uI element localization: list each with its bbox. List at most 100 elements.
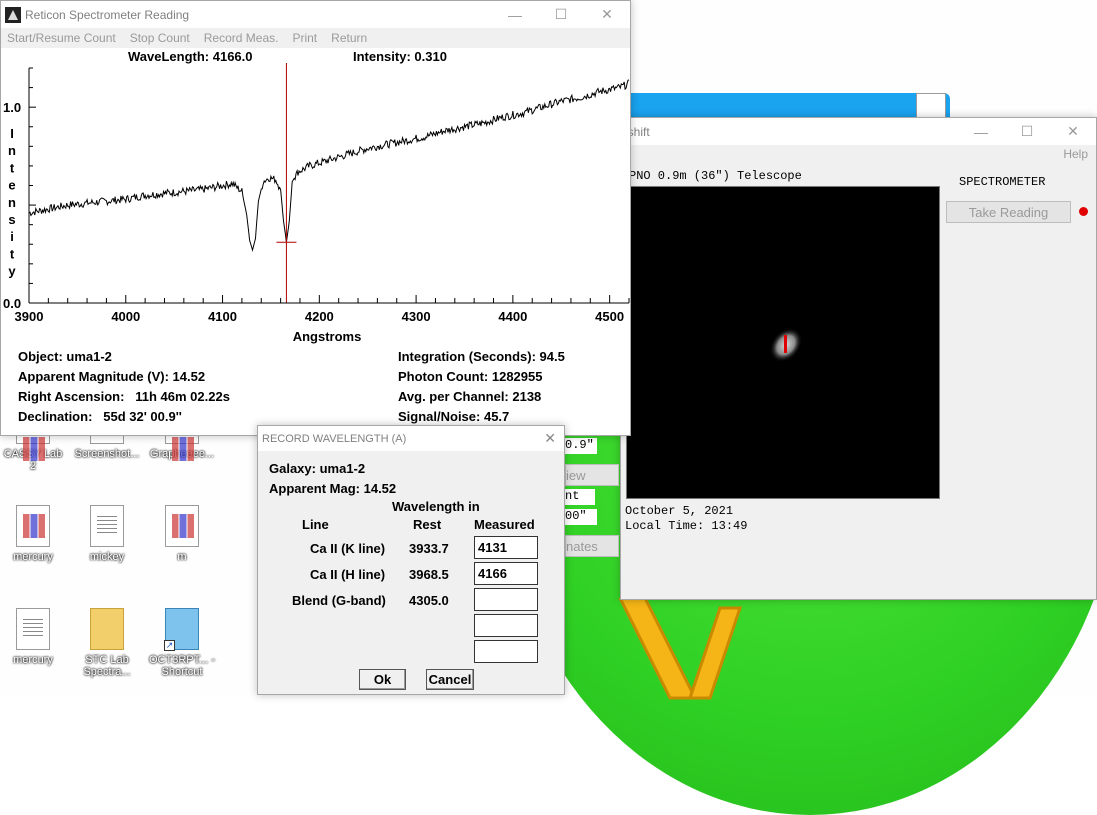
right-ascension-info: Right Ascension: 11h 46m 02.22s	[18, 389, 230, 404]
intensity-readout: Intensity: 0.310	[353, 49, 447, 64]
menu-start-resume-count[interactable]: Start/Resume Count	[7, 31, 116, 45]
take-reading-button[interactable]: Take Reading	[946, 201, 1071, 223]
signal-noise-info: Signal/Noise: 45.7	[398, 409, 510, 424]
measured-input-k-line[interactable]	[474, 536, 538, 559]
maximize-icon[interactable]: ☐	[554, 6, 568, 22]
desktop-icon-label: Screenshot...	[74, 448, 140, 460]
desktop-icon-mickey[interactable]: mickey	[74, 505, 140, 563]
spectrum-chart[interactable]: Intensity 3900 4000 4100 4200 4300 4400 45001.…	[1, 63, 632, 353]
menu-stop-count[interactable]: Stop Count	[129, 31, 190, 45]
y-axis-letter: I	[10, 126, 14, 141]
apparent-mag-label: Apparent Mag: 14.52	[269, 481, 397, 496]
y-axis-label: Intensity	[8, 126, 16, 279]
y-tick-label: 1.0	[3, 100, 21, 115]
row-rest-value: 4305.0	[409, 593, 449, 608]
integration-info: Integration (Seconds): 94.5	[398, 349, 565, 364]
x-tick-label: 4500	[595, 309, 624, 324]
dialog-titlebar[interactable]: RECORD WAVELENGTH (A) ✕	[258, 426, 564, 451]
fragment-nt: nt	[565, 489, 595, 505]
menu-print[interactable]: Print	[292, 31, 318, 45]
measured-input-g-band[interactable]	[474, 588, 538, 611]
y-tick-label: 0.0	[3, 296, 21, 311]
measured-input-h-line[interactable]	[474, 562, 538, 585]
minimize-icon[interactable]: —	[974, 123, 988, 140]
axis-tick-labels: 3900 4000 4100 4200 4300 4400 4500 1.0 0.0	[3, 100, 624, 324]
spectrometer-titlebar[interactable]: Reticon Spectrometer Reading — ☐ ✕	[1, 1, 630, 28]
notepad-icon: ↗	[164, 608, 199, 651]
magnitude-info: Apparent Magnitude (V): 14.52	[18, 369, 206, 384]
menu-record-meas[interactable]: Record Meas.	[203, 31, 279, 45]
galaxy-label: Galaxy: uma1-2	[269, 461, 366, 476]
cancel-button[interactable]: Cancel	[426, 669, 474, 690]
row-line-label: Blend (G-band)	[292, 593, 386, 608]
ok-button[interactable]: Ok	[359, 669, 406, 690]
status-dot	[1079, 207, 1088, 216]
spectrometer-window: Reticon Spectrometer Reading — ☐ ✕ Start…	[0, 0, 631, 436]
folder-icon	[90, 608, 124, 650]
measured-input-extra-1[interactable]	[474, 614, 538, 637]
sky-view[interactable]	[626, 186, 940, 499]
wavelength-header: Wavelength in	[392, 499, 480, 514]
y-axis-letter: y	[8, 264, 16, 279]
x-tick-label: 4000	[111, 309, 140, 324]
shortcut-arrow-icon: ↗	[164, 640, 175, 651]
help-menu[interactable]: Help	[1063, 147, 1088, 161]
measured-header: Measured	[474, 517, 535, 532]
row-rest-value: 3933.7	[409, 541, 449, 556]
y-axis-letter: e	[8, 178, 15, 193]
document-icon	[90, 505, 124, 547]
wavelength-readout: WaveLength: 4166.0	[128, 49, 253, 64]
desktop-icon-m[interactable]: m	[149, 505, 215, 563]
minimize-icon[interactable]: —	[508, 6, 522, 23]
window-title: lshift	[625, 124, 650, 139]
y-axis-letter: n	[8, 143, 16, 158]
spectrometer-label: SPECTROMETER	[959, 175, 1046, 189]
x-axis-title: Angstroms	[293, 329, 362, 344]
app-icon	[165, 505, 199, 547]
spectrometer-menubar: Start/Resume Count Stop Count Record Mea…	[1, 28, 630, 48]
local-time-label: Local Time: 13:49	[625, 519, 748, 533]
maximize-icon[interactable]: ☐	[1020, 123, 1034, 139]
desktop-icon-mercury-app[interactable]: mercury	[0, 505, 66, 563]
row-rest-value: 3968.5	[409, 567, 449, 582]
telescope-window: lshift — ☐ ✕ Help PNO 0.9m (36") Telesco…	[620, 117, 1097, 600]
telescope-label: PNO 0.9m (36") Telescope	[629, 169, 802, 183]
desktop-icon-stc-lab[interactable]: STC Lab Spectra...	[74, 608, 140, 678]
desktop-icon-label: m	[177, 551, 187, 563]
measured-input-extra-2[interactable]	[474, 640, 538, 663]
dialog-title: RECORD WAVELENGTH (A)	[262, 432, 407, 445]
x-tick-label: 4400	[498, 309, 527, 324]
desktop-icon-oct3rpt[interactable]: ↗ OCT3RPT... - Shortcut	[149, 608, 215, 678]
close-icon[interactable]: ✕	[1067, 123, 1079, 139]
line-header: Line	[302, 517, 329, 532]
date-label: October 5, 2021	[625, 504, 734, 518]
row-line-label: Ca II (H line)	[310, 567, 386, 582]
desktop-icon-label: mickey	[89, 551, 125, 563]
telescope-titlebar[interactable]: lshift — ☐ ✕	[621, 118, 1096, 145]
rest-header: Rest	[413, 517, 442, 532]
menu-return[interactable]: Return	[331, 31, 368, 45]
spectrum-line	[28, 79, 630, 253]
window-title: Reticon Spectrometer Reading	[25, 7, 190, 22]
x-tick-label: 4200	[305, 309, 334, 324]
x-tick-label: 3900	[15, 309, 44, 324]
record-wavelength-dialog: RECORD WAVELENGTH (A) ✕ Galaxy: uma1-2 A…	[257, 425, 565, 695]
slit-marker	[784, 335, 787, 353]
declination-info: Declination: 55d 32' 00.9''	[18, 409, 182, 424]
view-button-fragment[interactable]: iew	[565, 464, 619, 486]
desktop-icon-mercury-doc[interactable]: mercury	[0, 608, 66, 666]
document-icon	[16, 608, 50, 650]
close-icon[interactable]: ✕	[601, 6, 613, 22]
wallpaper-logo-shape	[618, 598, 743, 700]
y-axis-letter: s	[8, 212, 15, 227]
avg-channel-info: Avg. per Channel: 2138	[398, 389, 542, 404]
axis-ticks	[28, 67, 630, 304]
galaxy-image	[769, 327, 803, 363]
app-icon	[16, 505, 50, 547]
x-tick-label: 4100	[208, 309, 237, 324]
document-icon[interactable]	[916, 93, 946, 119]
y-axis-letter: t	[10, 246, 15, 261]
coordinates-button-fragment[interactable]: nates	[565, 535, 619, 557]
fragment-00: 00"	[565, 509, 597, 525]
close-icon[interactable]: ✕	[544, 430, 556, 446]
